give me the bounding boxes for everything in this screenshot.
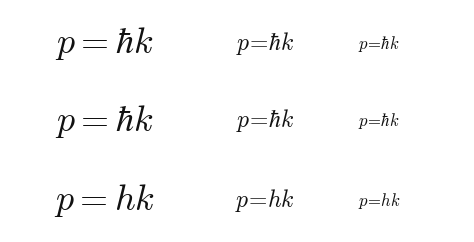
Text: $p\!=\!\hbar k$: $p\!=\!\hbar k$ (237, 107, 294, 135)
Text: $p\!=\!hk$: $p\!=\!hk$ (358, 191, 401, 211)
Text: $p\!=\!\hbar k$: $p\!=\!\hbar k$ (237, 30, 294, 57)
Text: $p\!=\!\hbar k$: $p\!=\!\hbar k$ (358, 34, 400, 53)
Text: $p\!=\!\hbar k$: $p\!=\!\hbar k$ (358, 111, 400, 131)
Text: $p = \hbar k$: $p = \hbar k$ (55, 103, 154, 139)
Text: $p\!=\!hk$: $p\!=\!hk$ (236, 187, 295, 214)
Text: $p = \hbar k$: $p = \hbar k$ (55, 25, 154, 62)
Text: $p = hk$: $p = hk$ (54, 182, 155, 219)
